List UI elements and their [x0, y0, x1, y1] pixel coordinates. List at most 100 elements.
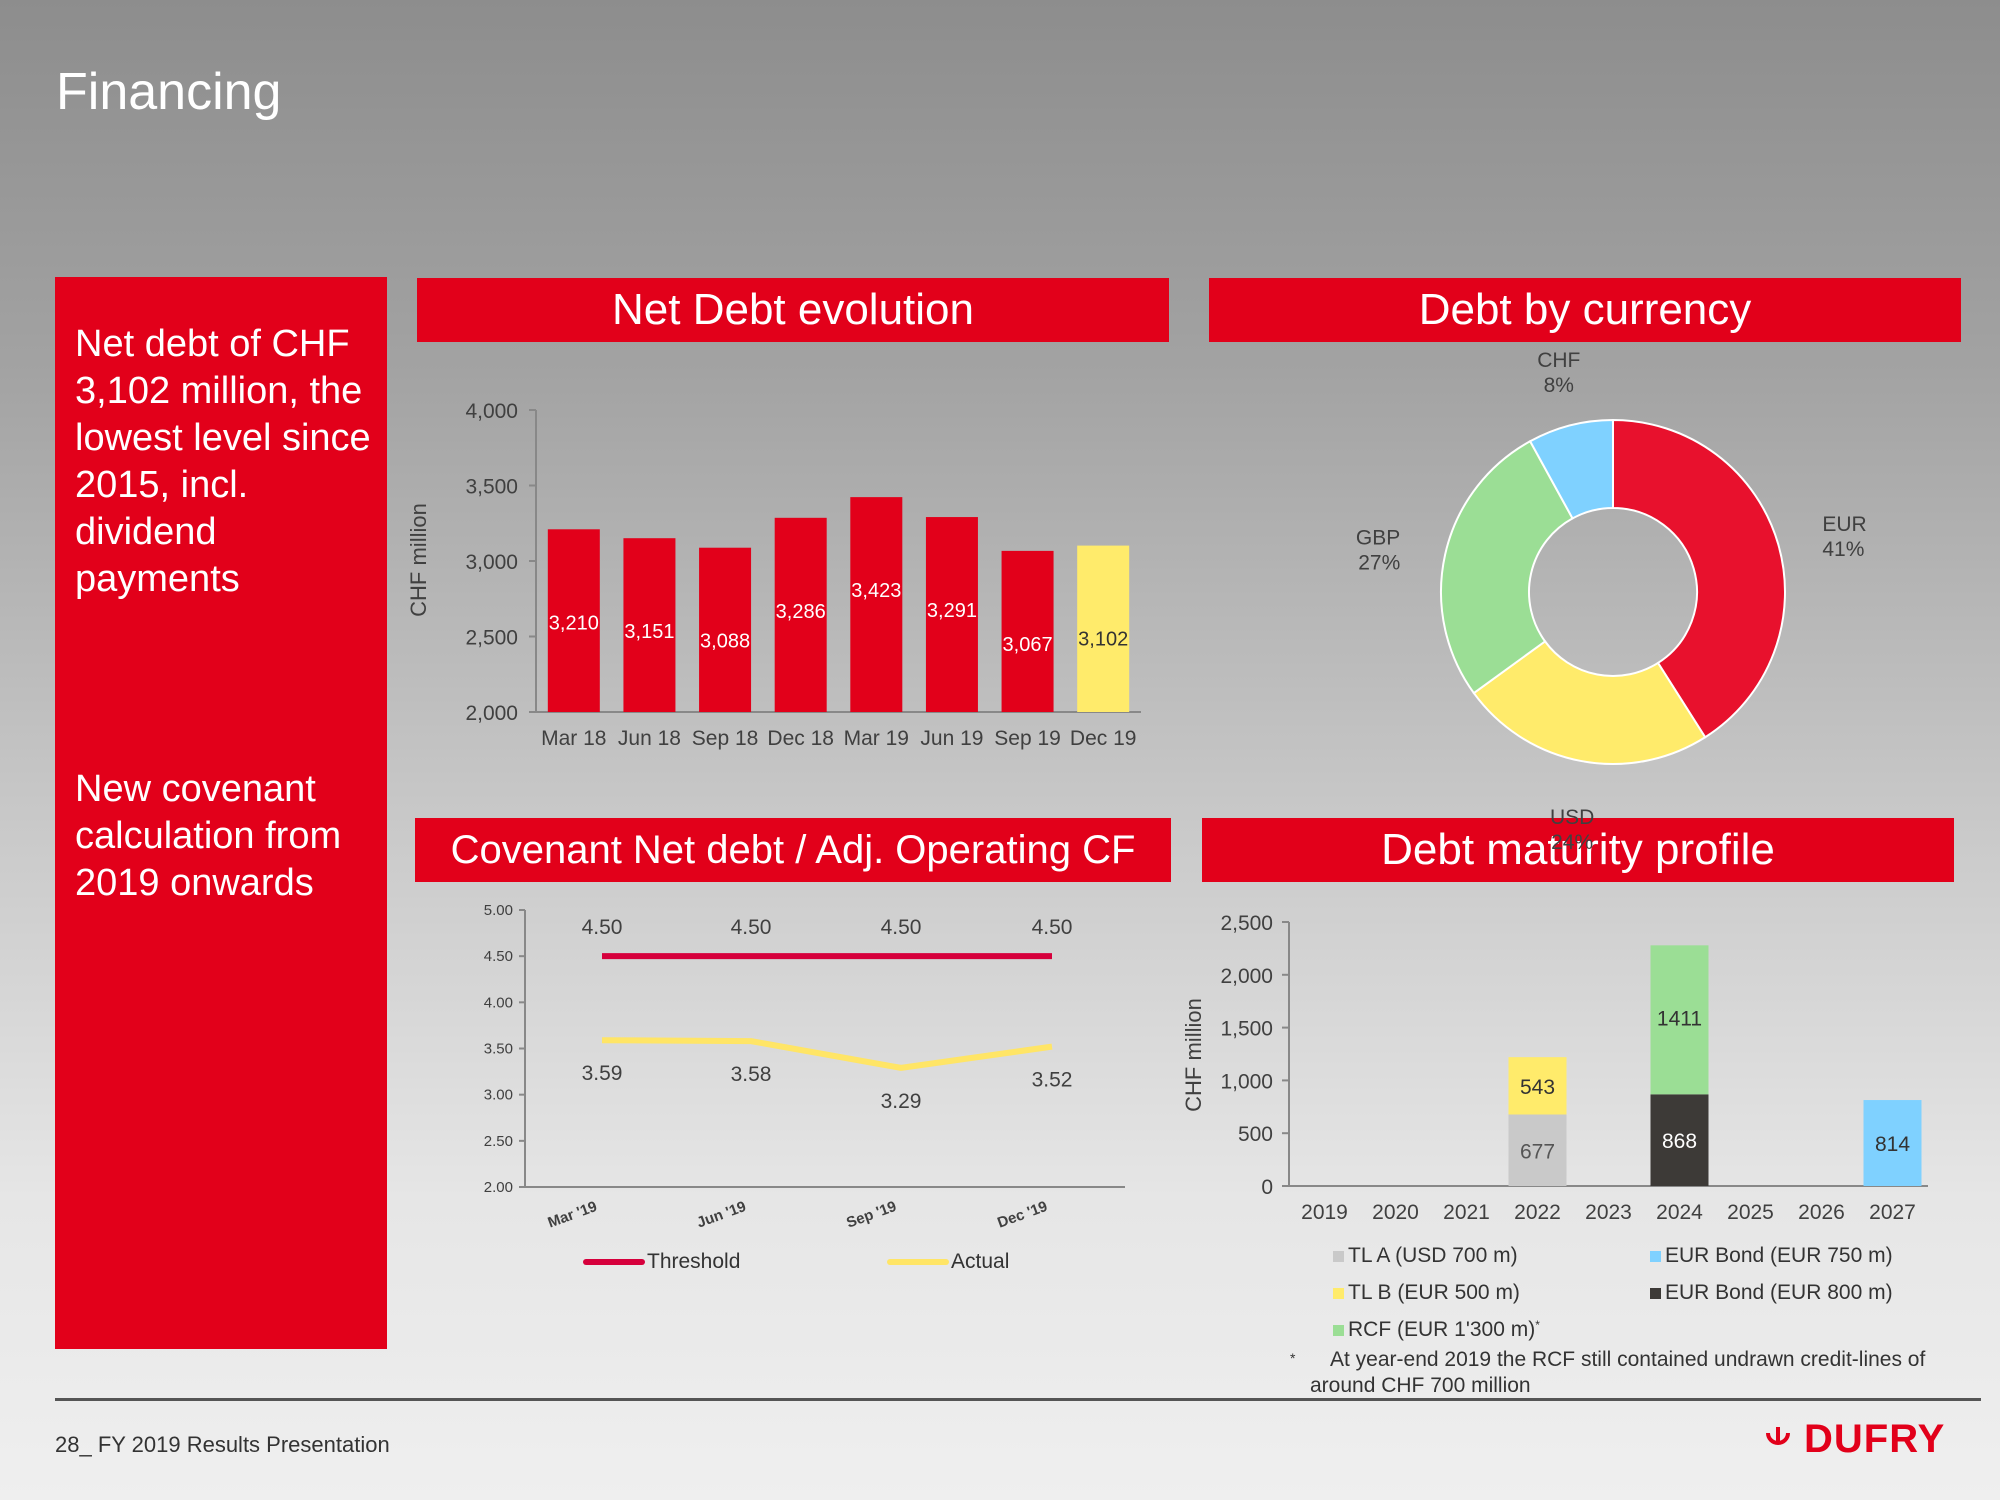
covenant-ytick-label: 2.50 — [484, 1133, 513, 1150]
maturity-data-label: 868 — [1662, 1130, 1697, 1153]
dufry-logo-text: DUFRY — [1804, 1416, 1946, 1461]
net-debt-bar — [699, 547, 752, 712]
net-debt-bar — [774, 517, 827, 712]
covenant-ytick-label: 3.00 — [484, 1087, 513, 1104]
maturity-ytick-label: 1,000 — [1220, 1070, 1273, 1093]
maturity-category-label: 2022 — [1514, 1201, 1561, 1224]
maturity-footnote: * At year-end 2019 the RCF still contain… — [1290, 1347, 1950, 1399]
maturity-header: Debt maturity profile — [1202, 818, 1954, 882]
net-debt-ytick-label: 3,000 — [465, 551, 518, 574]
maturity-ytick-label: 2,000 — [1220, 965, 1273, 988]
maturity-ytick-label: 1,500 — [1220, 1018, 1273, 1041]
currency-percent-gbp: 27% — [1358, 551, 1400, 574]
net-debt-data-label: 3,088 — [700, 631, 750, 653]
legend-tla-label: TL A (USD 700 m) — [1348, 1244, 1518, 1267]
legend-bond-800-label: EUR Bond (EUR 800 m) — [1665, 1281, 1893, 1304]
legend-tlb-swatch — [1333, 1287, 1344, 1299]
maturity-data-label: 1411 — [1657, 1007, 1702, 1030]
covenant-header: Covenant Net debt / Adj. Operating CF — [415, 818, 1171, 882]
currency-slice-gbp — [1440, 439, 1574, 695]
currency-percent-usd: 24% — [1551, 831, 1593, 854]
legend-rcf-footnote-mark: * — [1535, 1318, 1540, 1332]
dufry-logo-icon — [1766, 1427, 1790, 1445]
maturity-bar-segment — [1508, 1114, 1567, 1186]
summary-covenant-text: New covenant calculation from 2019 onwar… — [75, 768, 342, 904]
currency-percent-chf: 8% — [1544, 374, 1574, 397]
net-debt-bar — [1001, 550, 1054, 712]
maturity-bar-segment — [1508, 1057, 1567, 1115]
legend-bond-750-swatch — [1650, 1250, 1661, 1262]
net-debt-ytick-label: 4,000 — [465, 400, 518, 423]
legend-threshold-swatch — [583, 1259, 645, 1265]
currency-header: Debt by currency — [1209, 278, 1961, 342]
net-debt-data-label: 3,291 — [927, 600, 977, 622]
currency-slice-chf — [1528, 418, 1614, 520]
maturity-category-label: 2026 — [1798, 1201, 1845, 1224]
legend-rcf-label: RCF (EUR 1'300 m) — [1348, 1318, 1536, 1341]
legend-threshold: Threshold — [583, 1250, 740, 1274]
net-debt-category-label: Mar 18 — [541, 727, 606, 750]
net-debt-header: Net Debt evolution — [417, 278, 1169, 342]
covenant-data-label-threshold: 4.50 — [1032, 916, 1073, 939]
net-debt-data-label: 3,102 — [1078, 629, 1128, 651]
net-debt-ytick-label: 2,000 — [465, 702, 518, 725]
covenant-data-label-actual: 3.52 — [1032, 1069, 1073, 1092]
covenant-line-actual — [601, 1037, 1053, 1071]
legend-tlb: TL B (EUR 500 m) — [1333, 1281, 1520, 1305]
net-debt-data-label: 3,423 — [851, 580, 901, 602]
currency-percent-eur: 41% — [1822, 538, 1864, 561]
net-debt-data-label: 3,151 — [624, 621, 674, 643]
maturity-category-label: 2024 — [1656, 1201, 1703, 1224]
legend-rcf: RCF (EUR 1'300 m) * — [1333, 1318, 1540, 1342]
summary-panel: Net debt of CHF 3,102 million, the lowes… — [55, 277, 387, 1349]
maturity-category-label: 2020 — [1372, 1201, 1419, 1224]
net-debt-ytick-label: 2,500 — [465, 627, 518, 650]
legend-rcf-swatch — [1333, 1324, 1344, 1336]
maturity-bar-segment — [1650, 945, 1709, 1095]
currency-label-usd: USD — [1550, 806, 1594, 829]
footnote-mark: * — [1290, 1350, 1296, 1366]
dufry-logo: DUFRY — [1764, 1415, 1945, 1463]
net-debt-bar — [547, 529, 600, 712]
covenant-data-label-threshold: 4.50 — [582, 916, 623, 939]
maturity-category-label: 2023 — [1585, 1201, 1632, 1224]
legend-tla-swatch — [1333, 1250, 1344, 1262]
net-debt-bar — [1077, 545, 1130, 712]
legend-threshold-label: Threshold — [647, 1250, 741, 1273]
footer-text: 28_ FY 2019 Results Presentation — [55, 1432, 390, 1457]
net-debt-category-label: Dec 19 — [1070, 727, 1137, 750]
covenant-data-label-actual: 3.59 — [582, 1062, 623, 1085]
net-debt-category-label: Jun 18 — [618, 727, 681, 750]
net-debt-ytick-label: 3,500 — [465, 476, 518, 499]
net-debt-category-label: Mar 19 — [844, 727, 909, 750]
net-debt-category-label: Dec 18 — [767, 727, 834, 750]
maturity-category-label: 2025 — [1727, 1201, 1774, 1224]
covenant-data-label-threshold: 4.50 — [731, 916, 772, 939]
covenant-data-label-actual: 3.29 — [881, 1090, 922, 1113]
legend-actual: Actual — [887, 1250, 1009, 1274]
currency-label-gbp: GBP — [1356, 526, 1400, 549]
maturity-data-label: 543 — [1520, 1076, 1555, 1099]
net-debt-category-label: Sep 19 — [994, 727, 1061, 750]
maturity-ytick-label: 2,500 — [1220, 912, 1273, 935]
maturity-ytick-label: 0 — [1261, 1176, 1273, 1199]
legend-actual-label: Actual — [951, 1250, 1010, 1273]
currency-label-chf: CHF — [1537, 349, 1580, 372]
maturity-category-label: 2019 — [1301, 1201, 1348, 1224]
net-debt-category-label: Jun 19 — [920, 727, 983, 750]
maturity-ylabel: CHF million — [1181, 998, 1206, 1112]
legend-bond-800-swatch — [1650, 1287, 1661, 1299]
net-debt-category-label: Sep 18 — [692, 727, 759, 750]
maturity-ytick-label: 500 — [1238, 1123, 1273, 1146]
legend-tlb-label: TL B (EUR 500 m) — [1348, 1281, 1520, 1304]
net-debt-ylabel: CHF million — [406, 503, 431, 617]
maturity-data-label: 677 — [1520, 1140, 1555, 1163]
legend-bond-750-label: EUR Bond (EUR 750 m) — [1665, 1244, 1893, 1267]
covenant-ytick-label: 4.50 — [484, 948, 513, 965]
net-debt-data-label: 3,210 — [549, 612, 599, 634]
net-debt-bar — [623, 538, 676, 712]
slide-title: Financing — [56, 63, 282, 121]
currency-slice-eur — [1612, 418, 1786, 739]
